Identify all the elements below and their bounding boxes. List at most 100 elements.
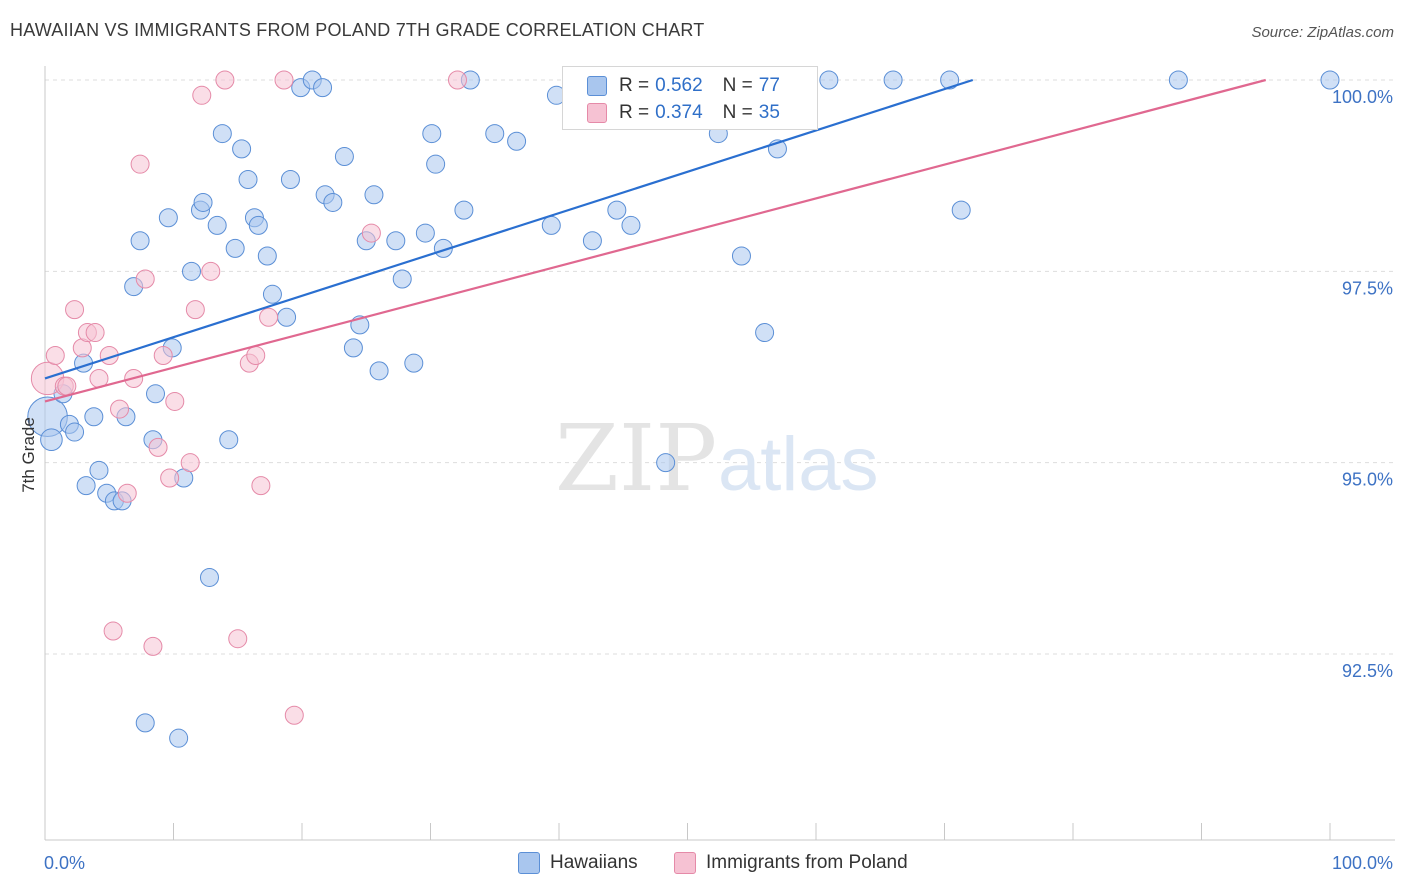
point-poland-29 xyxy=(251,476,271,496)
point-hawaiians-4 xyxy=(65,422,85,442)
point-poland-4 xyxy=(65,300,85,320)
point-hawaiians-63 xyxy=(607,200,627,220)
point-poland-19 xyxy=(160,468,180,488)
r-value: 0.374 xyxy=(655,102,703,123)
point-hawaiians-73 xyxy=(940,70,960,90)
point-poland-28 xyxy=(246,346,266,366)
y-tick-label-3: 100.0% xyxy=(1332,87,1393,107)
point-hawaiians-22 xyxy=(181,261,201,281)
point-hawaiians-62 xyxy=(582,231,602,251)
point-hawaiians-40 xyxy=(313,78,333,98)
point-poland-23 xyxy=(192,85,212,105)
trend-line-hawaiians xyxy=(44,78,974,380)
y-axis-label: 7th Grade xyxy=(19,417,38,493)
point-hawaiians-18 xyxy=(158,208,178,228)
point-poland-24 xyxy=(201,261,221,281)
legend-label-hawaiians: Hawaiians xyxy=(550,852,638,873)
point-hawaiians-50 xyxy=(392,269,412,289)
legend-item-poland[interactable]: Immigrants from Poland xyxy=(674,852,908,874)
watermark-zip: ZIP xyxy=(555,405,717,512)
point-hawaiians-53 xyxy=(422,124,442,144)
point-poland-26 xyxy=(228,629,248,649)
legend-swatch-poland xyxy=(674,852,696,874)
axes xyxy=(44,66,1395,841)
r-value: 0.562 xyxy=(655,75,703,96)
legend-row-poland: R = 0.374 N = 35 xyxy=(587,100,780,126)
point-hawaiians-29 xyxy=(225,238,245,258)
point-hawaiians-27 xyxy=(212,124,232,144)
point-hawaiians-43 xyxy=(334,147,354,167)
point-hawaiians-44 xyxy=(343,338,363,358)
point-hawaiians-65 xyxy=(656,453,676,473)
point-hawaiians-52 xyxy=(415,223,435,243)
chart-title: HAWAIIAN VS IMMIGRANTS FROM POLAND 7TH G… xyxy=(10,20,705,40)
r-label: R = xyxy=(619,102,650,123)
y-tick-label-2: 97.5% xyxy=(1342,278,1393,298)
point-hawaiians-24 xyxy=(193,192,213,212)
y-tick-label-1: 95.0% xyxy=(1342,470,1393,490)
point-hawaiians-17 xyxy=(146,384,166,404)
n-value: 35 xyxy=(758,102,780,123)
point-poland-10 xyxy=(103,621,123,641)
point-hawaiians-49 xyxy=(386,231,406,251)
n-value: 77 xyxy=(758,75,780,96)
point-poland-31 xyxy=(274,70,294,90)
point-poland-7 xyxy=(85,323,105,343)
point-poland-25 xyxy=(215,70,235,90)
point-hawaiians-28 xyxy=(219,430,239,450)
point-poland-21 xyxy=(180,453,200,473)
legend-swatch-hawaiians xyxy=(518,852,540,874)
point-hawaiians-34 xyxy=(257,246,277,266)
point-poland-15 xyxy=(135,269,155,289)
series-legend: Hawaiians Immigrants from Poland xyxy=(0,850,1406,880)
point-hawaiians-37 xyxy=(280,169,300,189)
point-hawaiians-8 xyxy=(89,460,109,480)
point-hawaiians-14 xyxy=(130,231,150,251)
point-hawaiians-59 xyxy=(507,131,527,151)
point-hawaiians-64 xyxy=(621,215,641,235)
point-hawaiians-36 xyxy=(277,307,297,327)
point-hawaiians-7 xyxy=(84,407,104,427)
point-poland-3 xyxy=(57,376,77,396)
point-hawaiians-6 xyxy=(76,476,96,496)
legend-item-hawaiians[interactable]: Hawaiians xyxy=(518,852,638,874)
point-hawaiians-48 xyxy=(369,361,389,381)
watermark: ZIP atlas xyxy=(555,405,879,512)
point-hawaiians-51 xyxy=(404,353,424,373)
point-poland-12 xyxy=(117,483,137,503)
point-hawaiians-72 xyxy=(883,70,903,90)
point-poland-32 xyxy=(284,705,304,725)
point-hawaiians-42 xyxy=(323,192,343,212)
point-hawaiians-54 xyxy=(426,154,446,174)
point-hawaiians-1 xyxy=(40,428,63,452)
x-tick-label-1: 100.0% xyxy=(1332,853,1393,873)
watermark-atlas: atlas xyxy=(718,422,879,507)
point-hawaiians-15 xyxy=(135,713,155,733)
point-poland-22 xyxy=(185,300,205,320)
legend-label-poland: Immigrants from Poland xyxy=(706,852,908,873)
point-hawaiians-71 xyxy=(819,70,839,90)
legend-swatch-pink xyxy=(587,103,607,123)
point-hawaiians-35 xyxy=(262,284,282,304)
point-poland-16 xyxy=(143,636,163,656)
trend-line-poland xyxy=(44,78,1267,403)
x-tick-label-0: 0.0% xyxy=(44,853,85,873)
point-hawaiians-75 xyxy=(1168,70,1188,90)
point-hawaiians-31 xyxy=(238,169,258,189)
legend-swatch-blue xyxy=(587,76,607,96)
point-hawaiians-60 xyxy=(541,215,561,235)
n-label: N = xyxy=(722,102,753,123)
point-hawaiians-58 xyxy=(485,124,505,144)
point-poland-34 xyxy=(447,70,467,90)
point-poland-33 xyxy=(361,223,381,243)
point-hawaiians-69 xyxy=(755,323,775,343)
point-hawaiians-74 xyxy=(951,200,971,220)
point-hawaiians-25 xyxy=(199,567,219,587)
y-tick-label-0: 92.5% xyxy=(1342,661,1393,681)
point-poland-17 xyxy=(148,437,168,457)
tick-labels: 92.5% 95.0% 97.5% 100.0% 0.0% 100.0% xyxy=(44,87,1393,873)
point-poland-14 xyxy=(130,154,150,174)
point-hawaiians-33 xyxy=(248,215,268,235)
point-hawaiians-56 xyxy=(454,200,474,220)
